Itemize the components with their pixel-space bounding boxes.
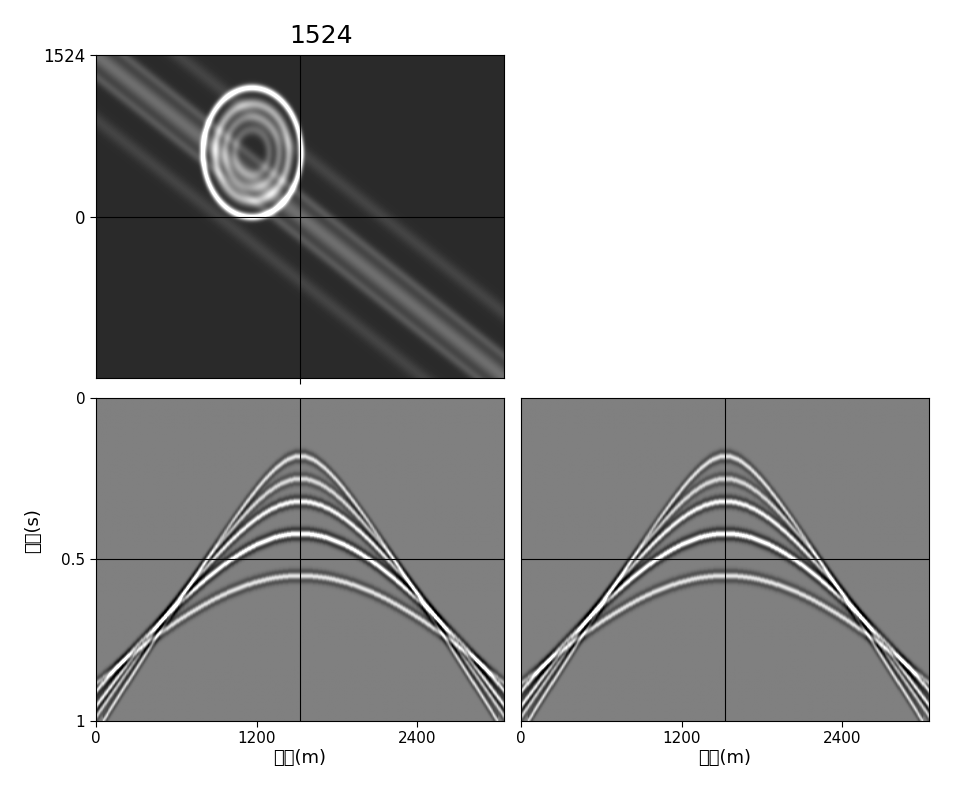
Text: 1524: 1524: [289, 24, 353, 48]
X-axis label: 炮距(m): 炮距(m): [274, 749, 327, 767]
X-axis label: 道距(m): 道距(m): [698, 749, 751, 767]
Text: 时间(s): 时间(s): [25, 508, 42, 553]
